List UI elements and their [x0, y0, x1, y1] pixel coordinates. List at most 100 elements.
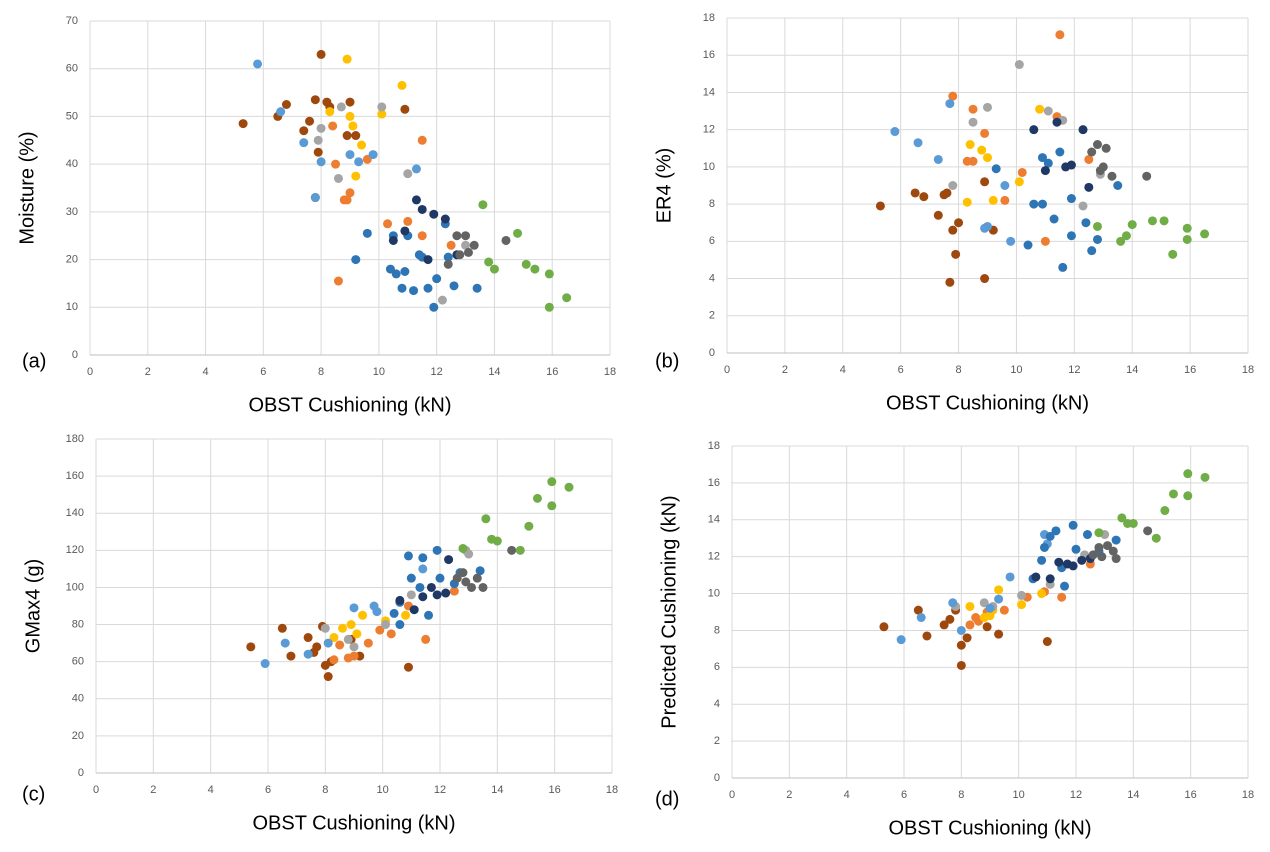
scatter-point: [1095, 166, 1105, 176]
scatter-point: [323, 672, 333, 682]
scatter-point: [933, 154, 943, 164]
scatter-point: [440, 214, 450, 224]
panel-label: (a): [22, 350, 46, 372]
x-tick-label: 0: [724, 364, 730, 376]
y-tick-label: 10: [66, 301, 78, 313]
scatter-point: [945, 614, 955, 624]
scatter-point: [316, 49, 326, 59]
scatter-point: [335, 640, 345, 650]
scatter-point: [386, 629, 396, 639]
scatter-point: [458, 568, 468, 578]
scatter-point: [507, 545, 517, 555]
panel-label: (c): [22, 783, 45, 805]
scatter-point: [985, 611, 995, 621]
x-tick-label: 12: [431, 366, 443, 378]
scatter-point: [345, 188, 355, 198]
y-axis-title: GMax4 (g): [22, 559, 44, 653]
scatter-point: [443, 259, 453, 269]
y-tick-label: 12: [703, 124, 715, 136]
scatter-point: [913, 605, 923, 615]
scatter-point: [389, 608, 399, 618]
scatter-point: [1066, 194, 1076, 204]
x-tick-label: 14: [488, 366, 500, 378]
scatter-point: [988, 195, 998, 205]
scatter-point: [1043, 106, 1053, 116]
scatter-point: [999, 605, 1009, 615]
x-tick-label: 6: [265, 784, 271, 796]
scatter-point: [1000, 181, 1010, 190]
scatter-point: [429, 209, 439, 219]
scatter-point: [985, 603, 995, 613]
scatter-point: [348, 121, 358, 131]
scatter-point: [342, 54, 352, 64]
scatter-point: [1078, 125, 1088, 135]
scatter-point: [277, 623, 287, 633]
scatter-point: [461, 240, 471, 250]
scatter-point: [956, 640, 966, 650]
scatter-point: [1077, 555, 1087, 565]
y-axis-title: Moisture (%): [16, 131, 38, 244]
scatter-point: [310, 95, 320, 105]
scatter-point: [980, 128, 990, 138]
y-tick-label: 18: [703, 12, 715, 24]
x-tick-label: 6: [901, 789, 907, 801]
scatter-point: [1107, 171, 1117, 181]
scatter-point: [381, 620, 391, 630]
scatter-point: [303, 633, 313, 643]
scatter-point: [329, 655, 339, 665]
x-tick-label: 14: [491, 784, 503, 796]
scatter-point: [303, 649, 313, 659]
scatter-point: [1182, 234, 1192, 244]
x-tick-label: 2: [786, 789, 792, 801]
scatter-point: [305, 116, 315, 126]
y-tick-label: 6: [714, 661, 720, 673]
scatter-point: [948, 225, 958, 235]
scatter-point: [469, 240, 479, 250]
scatter-point: [333, 173, 343, 183]
scatter-point: [1052, 117, 1062, 127]
scatter-point: [933, 210, 943, 220]
scatter-point: [406, 573, 416, 583]
scatter-point: [331, 159, 341, 169]
x-tick-label: 16: [1184, 364, 1196, 376]
x-tick-label: 8: [958, 789, 964, 801]
scatter-point: [1081, 218, 1091, 228]
scatter-point: [945, 277, 955, 287]
scatter-point: [1103, 541, 1113, 551]
scatter-point: [1200, 472, 1210, 482]
scatter-point: [1031, 572, 1041, 582]
scatter-point: [979, 598, 989, 608]
scatter-point: [544, 269, 554, 279]
scatter-point: [513, 228, 523, 238]
x-tick-label: 12: [1070, 789, 1082, 801]
x-tick-label: 8: [322, 784, 328, 796]
scatter-point: [1068, 561, 1078, 571]
scatter-point: [994, 629, 1004, 639]
scatter-point: [345, 150, 355, 160]
y-tick-label: 20: [66, 253, 78, 265]
scatter-point: [333, 276, 343, 286]
scatter-point: [962, 633, 972, 643]
scatter-point: [417, 231, 427, 241]
scatter-point: [1066, 231, 1076, 241]
scatter-point: [346, 620, 356, 630]
scatter-point: [426, 582, 436, 592]
scatter-point: [1117, 513, 1127, 523]
x-tick-label: 10: [1010, 364, 1022, 376]
scatter-point: [323, 638, 333, 648]
scatter-point: [400, 267, 410, 276]
scatter-point: [349, 642, 359, 652]
panel-label: (d): [655, 788, 679, 810]
y-tick-label: 120: [66, 544, 84, 556]
scatter-point: [1200, 229, 1210, 239]
scatter-point: [977, 145, 987, 155]
x-tick-label: 0: [93, 784, 99, 796]
y-tick-label: 100: [66, 581, 84, 593]
scatter-point: [437, 295, 447, 305]
scatter-point: [472, 573, 482, 583]
scatter-point: [1183, 469, 1193, 479]
scatter-point: [1017, 600, 1027, 610]
scatter-point: [983, 221, 992, 231]
scatter-point: [968, 104, 978, 114]
